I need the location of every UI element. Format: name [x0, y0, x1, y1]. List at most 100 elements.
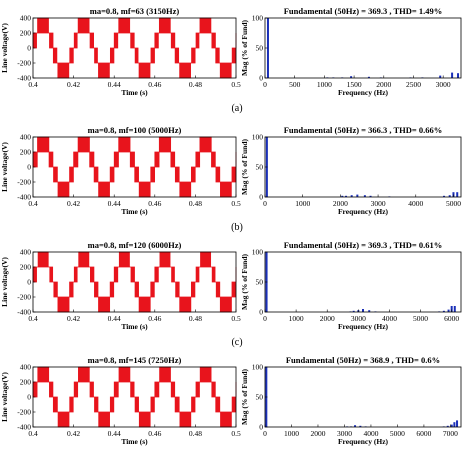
spectrum-xtick-label: 5000: [413, 314, 428, 323]
waveform-ytick-label: -400: [17, 308, 31, 317]
spectrum-xtick-label: 3000: [436, 80, 451, 89]
waveform-xtick-label: 0.5: [231, 199, 241, 208]
spectrum-xtick-label: 2000: [333, 199, 348, 208]
spectrum-bar: [453, 422, 456, 427]
waveform-ytick-label: -200: [17, 59, 31, 68]
spectrum-xtick-label: 0: [263, 199, 267, 208]
waveform-xtick-label: 0.46: [148, 199, 161, 208]
spectrum-ytick-label: 0: [259, 193, 263, 202]
waveform-xtick-label: 0.5: [231, 429, 241, 438]
waveform-xtick-label: 0.46: [148, 314, 161, 323]
panel-letter-3: (c): [231, 337, 242, 348]
waveform-ytick-label: 0: [27, 44, 31, 53]
waveform-xtick-label: 0.42: [67, 429, 80, 438]
waveform-xlabel: Time (s): [121, 437, 148, 446]
waveform-title: ma=0.8, mf=145 (7250Hz): [88, 355, 182, 365]
spectrum-axes: [264, 17, 462, 79]
waveform-trace: [32, 251, 237, 313]
spectrum-bar: [341, 195, 344, 197]
spectrum-xtick-label: 2000: [376, 80, 391, 89]
spectrum-axes: [264, 136, 462, 198]
spectrum-xtick-label: 4000: [382, 314, 397, 323]
spectrum-xtick-label: 1000: [295, 199, 310, 208]
spectrum-bar: [456, 420, 459, 427]
waveform-xtick-label: 0.42: [67, 80, 80, 89]
spectrum-bar: [350, 76, 353, 78]
waveform-xtick-label: 0.46: [148, 80, 161, 89]
panel-letter-1: (a): [231, 103, 242, 114]
spectrum-xtick-label: 1000: [284, 429, 299, 438]
waveform-trace: [32, 17, 237, 79]
spectrum-bar: [450, 424, 453, 427]
spectrum-ylabel: Mag (% of Fund): [240, 138, 249, 195]
spectrum-plot-3: Fundamental (50Hz) = 369.3 , THD= 0.61% 0…: [240, 240, 462, 331]
spectrum-bar: [359, 425, 362, 427]
spectrum-bar: [453, 306, 456, 312]
spectrum-xtick-label: 6000: [416, 429, 431, 438]
spectrum-bar: [266, 18, 269, 78]
waveform-ytick-label: 0: [27, 278, 31, 287]
spectrum-xlabel: Frequency (Hz): [338, 88, 389, 97]
spectrum-bar: [352, 310, 355, 312]
spectrum-ylabel: Mag (% of Fund): [240, 19, 249, 76]
waveform-ytick-label: -400: [17, 193, 31, 202]
waveform-plot-4: ma=0.8, mf=145 (7250Hz) 0.4 0.42 0.44 0.46 0.…: [0, 355, 241, 446]
waveform-xtick-label: 0.42: [67, 314, 80, 323]
waveform-trace: [32, 366, 237, 428]
spectrum-bar: [448, 195, 451, 197]
waveform-title: ma=0.8, mf=63 (3150Hz): [90, 6, 180, 16]
spectrum-ytick-label: 100: [252, 363, 264, 372]
waveform-xtick-label: 0.4: [28, 199, 38, 208]
spectrum-bar: [457, 73, 460, 78]
waveform-xtick-label: 0.5: [231, 314, 241, 323]
waveform-xtick-label: 0.44: [108, 314, 121, 323]
waveform-xtick-label: 0.4: [28, 314, 38, 323]
panel-letter-2: (b): [231, 222, 243, 233]
waveform-plot-1: ma=0.8, mf=63 (3150Hz) 0.4 0.42 0.44 0.46 0.4…: [0, 6, 241, 97]
spectrum-bar: [354, 425, 357, 427]
spectrum-title: Fundamental (50Hz) = 368.9 , THD= 0.6%: [286, 355, 440, 365]
spectrum-xtick-label: 4000: [363, 429, 378, 438]
spectrum-ytick-label: 100: [252, 14, 264, 23]
spectrum-xlabel: Frequency (Hz): [338, 322, 389, 331]
spectrum-xtick-label: 6000: [444, 314, 459, 323]
waveform-xlabel: Time (s): [121, 88, 148, 97]
spectrum-bar: [367, 76, 370, 78]
waveform-ytick-label: 200: [20, 148, 32, 157]
spectrum-xtick-label: 3000: [371, 199, 386, 208]
waveform-ytick-label: 200: [20, 263, 32, 272]
waveform-xlabel: Time (s): [121, 207, 148, 216]
waveform-xtick-label: 0.42: [67, 199, 80, 208]
spectrum-ytick-label: 0: [259, 423, 263, 432]
spectrum-xtick-label: 7000: [443, 429, 458, 438]
spectrum-ytick-label: 0: [259, 308, 263, 317]
waveform-ytick-label: 0: [27, 163, 31, 172]
waveform-ytick-label: -200: [17, 293, 31, 302]
spectrum-bar: [451, 72, 454, 78]
waveform-xtick-label: 0.48: [189, 80, 202, 89]
spectrum-title: Fundamental (50Hz) = 369.3 , THD= 0.61%: [284, 240, 443, 250]
waveform-ytick-label: -200: [17, 408, 31, 417]
spectrum-title: Fundamental (50Hz) = 369.3 , THD= 1.49%: [284, 6, 443, 16]
spectrum-bar: [362, 309, 364, 312]
spectrum-title: Fundamental (50Hz) = 366.3 , THD= 0.66%: [284, 125, 443, 135]
waveform-ylabel: Line voltage(V): [0, 23, 9, 73]
waveform-xtick-label: 0.44: [108, 429, 121, 438]
spectrum-xtick-label: 5000: [446, 199, 461, 208]
waveform-xtick-label: 0.4: [28, 429, 38, 438]
spectrum-xtick-label: 3000: [337, 429, 352, 438]
spectrum-axes: [264, 251, 462, 313]
spectrum-bar: [439, 75, 442, 78]
spectrum-bar: [369, 195, 372, 197]
spectrum-ytick-label: 50: [256, 44, 264, 53]
spectrum-xtick-label: 4000: [408, 199, 423, 208]
waveform-ytick-label: 400: [20, 248, 32, 257]
waveform-xtick-label: 0.46: [148, 429, 161, 438]
spectrum-bar: [350, 195, 353, 197]
spectrum-bar: [368, 310, 371, 312]
spectrum-bar: [456, 192, 459, 197]
spectrum-plot-2: Fundamental (50Hz) = 366.3 , THD= 0.66% 0…: [240, 125, 462, 216]
waveform-ytick-label: -200: [17, 178, 31, 187]
spectrum-ytick-label: 100: [252, 248, 264, 257]
